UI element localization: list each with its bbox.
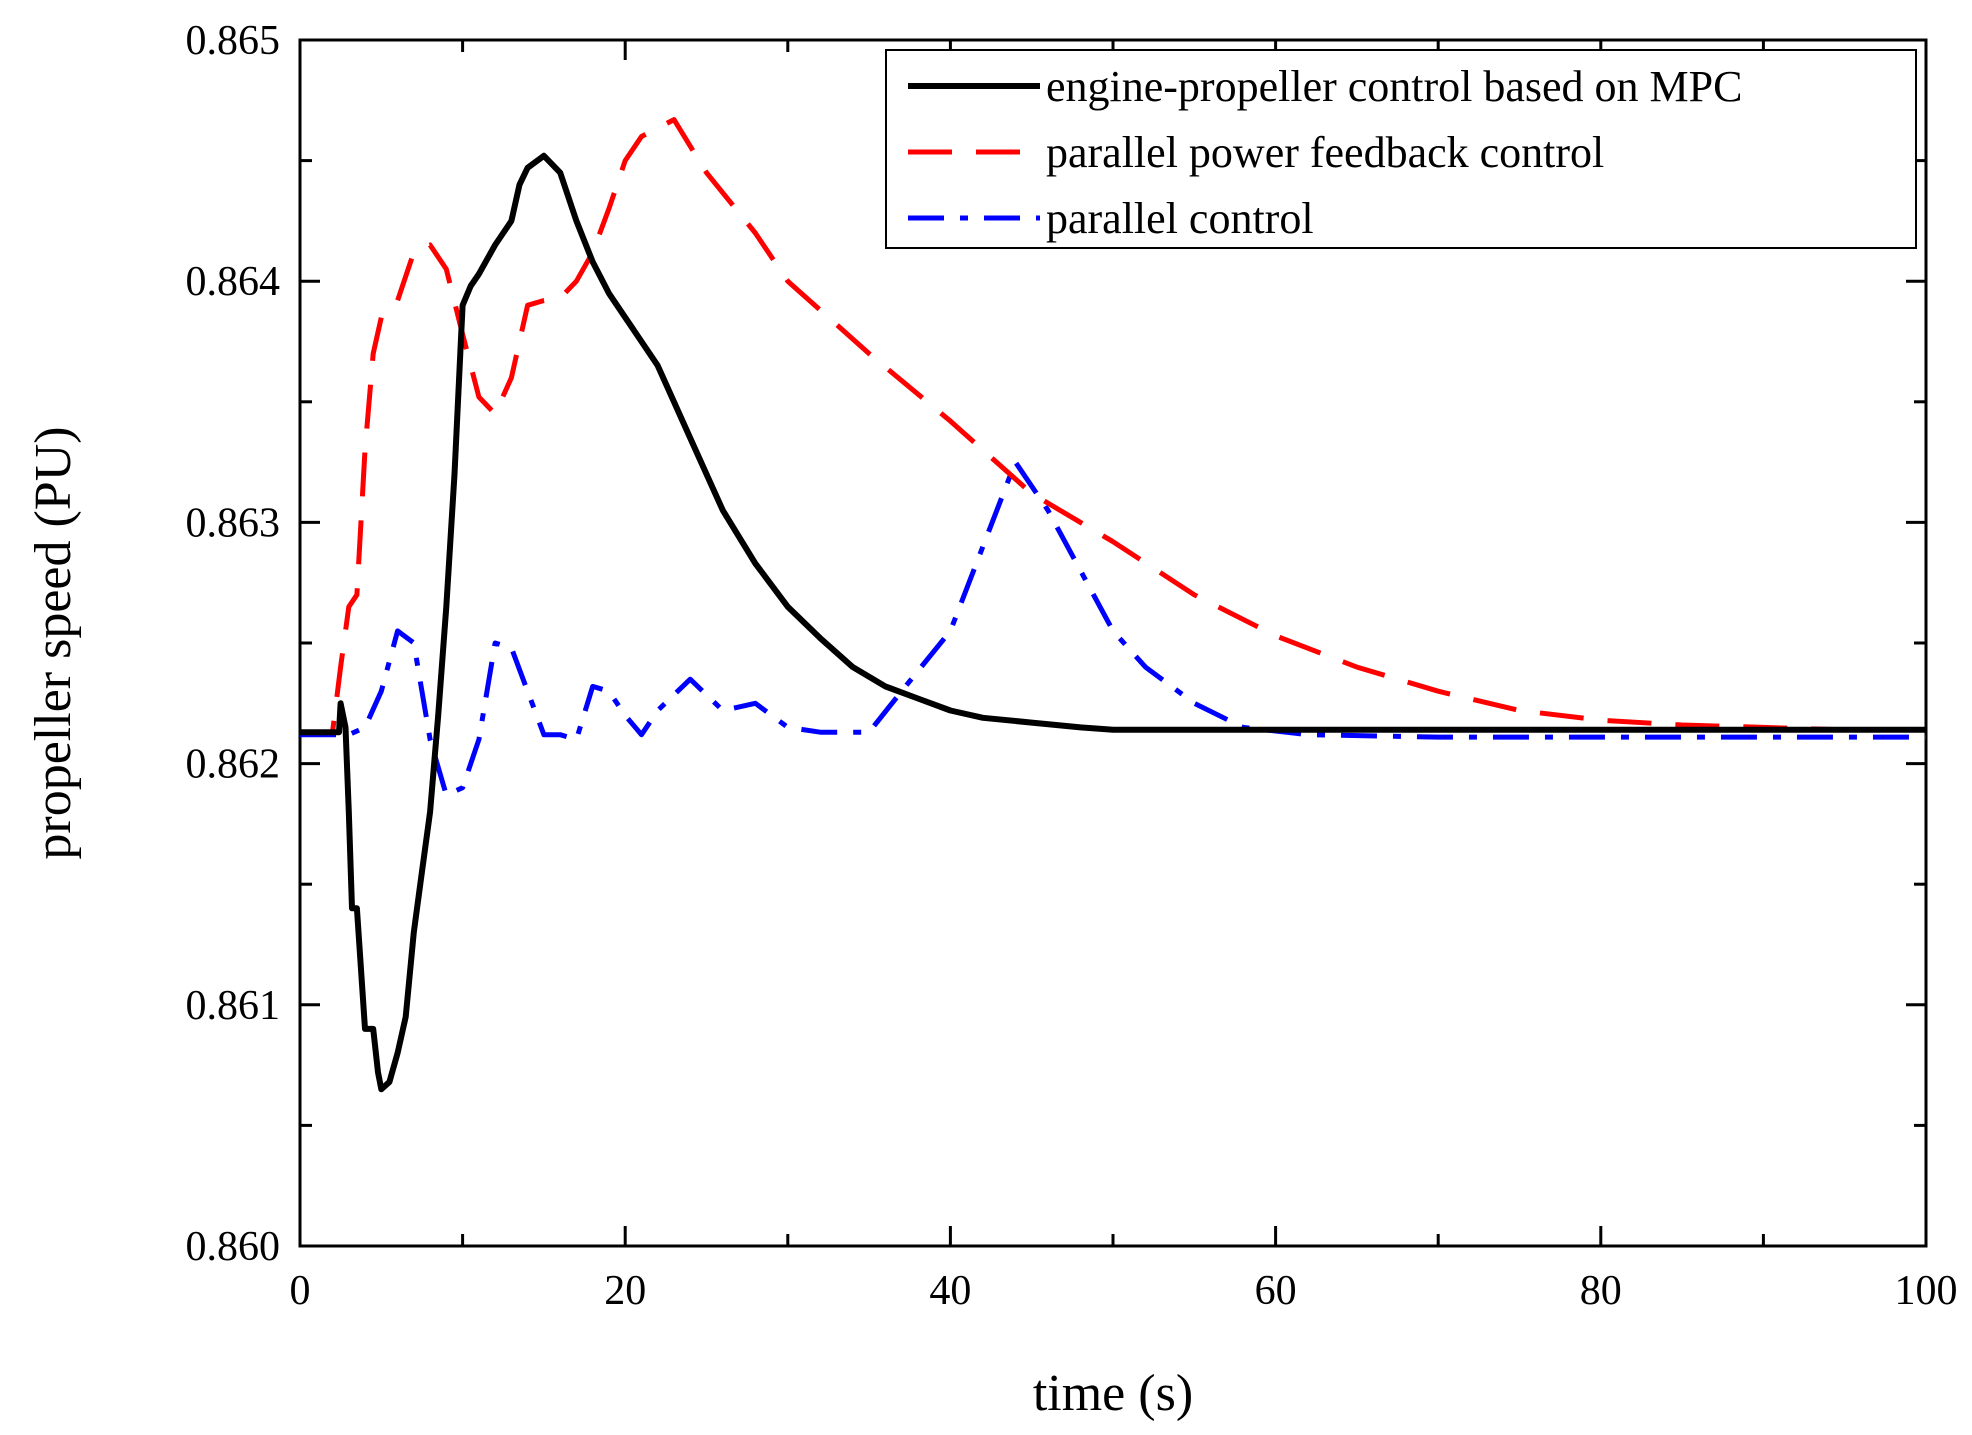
y-tick-label: 0.865 (186, 18, 281, 64)
series-layer (300, 117, 1926, 1093)
y-tick-label: 0.863 (186, 500, 281, 546)
y-tick-label: 0.862 (186, 742, 281, 788)
legend-label-parallel-control: parallel control (1046, 194, 1314, 243)
y-axis-ticks: 0.860 0.861 0.862 0.863 0.864 0.865 (186, 18, 1926, 1270)
x-tick-label: 0 (290, 1268, 311, 1314)
legend-label-power-feedback: parallel power feedback control (1046, 128, 1604, 177)
series-line-mpc (300, 152, 1926, 1093)
series-line-power-feedback (300, 117, 1926, 735)
y-tick-label: 0.864 (186, 259, 281, 305)
x-tick-label: 40 (929, 1268, 971, 1314)
y-axis-title: propeller speed (PU) (25, 426, 82, 859)
x-tick-label: 20 (604, 1268, 646, 1314)
legend-label-mpc: engine-propeller control based on MPC (1046, 62, 1743, 111)
x-tick-label: 80 (1580, 1268, 1622, 1314)
legend: engine-propeller control based on MPC pa… (885, 49, 1917, 249)
y-tick-label: 0.860 (186, 1224, 281, 1270)
y-tick-label: 0.861 (186, 983, 281, 1029)
series-line-parallel-control (300, 459, 1926, 798)
x-axis-title: time (s) (1033, 1365, 1193, 1422)
x-tick-label: 60 (1255, 1268, 1297, 1314)
legend-box (885, 49, 1917, 249)
x-axis-ticks: 0 20 40 60 80 100 (290, 40, 1958, 1314)
x-tick-label: 100 (1895, 1268, 1958, 1314)
